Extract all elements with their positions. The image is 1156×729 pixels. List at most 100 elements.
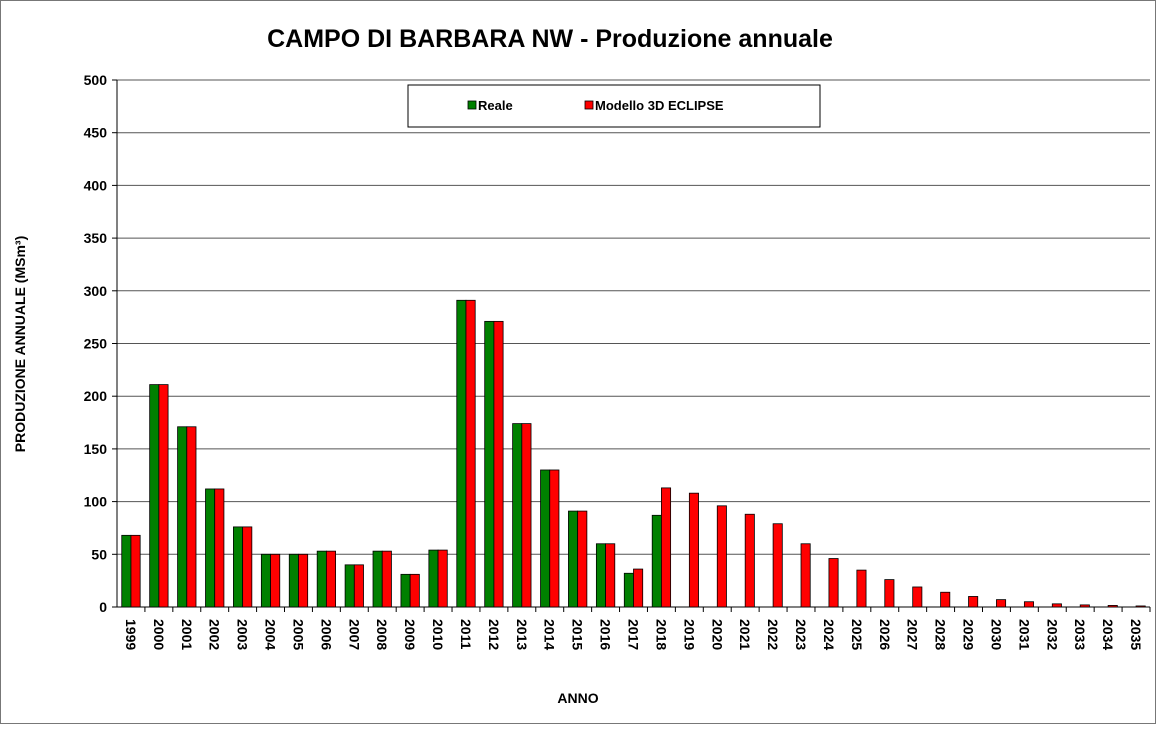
bar [233,526,244,608]
legend-label: Modello 3D ECLIPSE [595,98,724,113]
bar [205,488,216,608]
y-tick-label: 150 [84,441,108,457]
bar [1051,603,1062,608]
x-tick-label: 2016 [598,619,614,650]
bar [940,591,951,608]
bar [1135,605,1146,608]
bar [242,526,253,608]
bar [577,510,588,608]
x-tick-label: 2007 [346,619,362,650]
y-tick-label: 350 [84,230,108,246]
x-tick-label: 2023 [793,619,809,650]
x-tick-label: 2021 [737,619,753,650]
x-tick-label: 2019 [681,619,697,650]
bar [177,426,188,608]
bar [316,550,327,608]
bar [716,505,727,608]
bar [856,569,867,608]
y-axis-label: PRODUZIONE ANNUALE (MSm³) [12,236,28,452]
y-tick-label: 400 [84,177,108,193]
bar [568,510,579,608]
bar [800,543,811,608]
x-tick-label: 2008 [374,619,390,650]
x-tick-label: 2013 [514,619,530,650]
bar [521,423,532,608]
y-tick-label: 500 [84,72,108,88]
bar [260,553,271,608]
bar [298,553,309,608]
x-tick-label: 1999 [123,619,139,650]
legend-label: Reale [478,98,513,113]
x-tick-label: 2027 [905,619,921,650]
bar [661,487,672,608]
bar [409,573,420,608]
bar [1079,604,1090,608]
x-tick-label: 2006 [318,619,334,650]
x-tick-label: 2002 [207,619,223,650]
x-tick-label: 2018 [653,619,669,650]
bar [688,492,699,608]
bar [428,549,439,608]
bar [996,599,1007,608]
bar [149,384,160,608]
x-tick-label: 2000 [151,619,167,650]
x-tick-label: 2031 [1016,619,1032,650]
x-tick-label: 2022 [765,619,781,650]
x-tick-label: 2025 [849,619,865,650]
x-tick-label: 2001 [179,619,195,650]
bar [353,564,364,608]
x-tick-label: 2026 [877,619,893,650]
legend-box [407,84,821,128]
bar [595,543,606,608]
bar [549,469,560,608]
bar [484,320,495,608]
bar [344,564,355,608]
x-tick-label: 2034 [1100,619,1116,650]
bar [214,488,225,608]
x-tick-label: 2009 [402,619,418,650]
x-tick-label: 2030 [988,619,1004,650]
bar [828,558,839,608]
bar [540,469,551,608]
x-tick-label: 2033 [1072,619,1088,650]
x-tick-label: 2005 [290,619,306,650]
x-tick-label: 2003 [235,619,251,650]
bar [605,543,616,608]
x-tick-label: 2014 [542,619,558,650]
x-tick-label: 2020 [709,619,725,650]
y-tick-label: 50 [91,546,107,562]
bar [884,579,895,608]
y-tick-label: 0 [99,599,107,615]
x-axis-label: ANNO [557,690,598,706]
bar [381,550,392,608]
bar [912,586,923,608]
x-tick-label: 2028 [933,619,949,650]
bar [633,568,644,608]
bar [968,596,979,608]
bar [186,426,197,608]
x-tick-label: 2015 [570,619,586,650]
x-tick-label: 2017 [626,619,642,650]
bar [493,320,504,608]
bar [270,553,281,608]
bar [651,514,662,608]
bar [372,550,383,608]
x-tick-label: 2011 [458,619,474,650]
bar [623,572,634,608]
bar [512,423,523,608]
bar [121,534,132,608]
bar [1107,605,1118,608]
y-tick-label: 100 [84,494,108,510]
y-tick-label: 300 [84,283,108,299]
x-tick-label: 2012 [486,619,502,650]
bar [437,549,448,608]
y-tick-label: 450 [84,125,108,141]
bar [400,573,411,608]
bar [1023,601,1034,608]
x-tick-label: 2032 [1044,619,1060,650]
bar [456,299,467,608]
x-tick-label: 2035 [1128,619,1144,650]
legend-swatch [584,100,594,110]
x-tick-label: 2029 [961,619,977,650]
